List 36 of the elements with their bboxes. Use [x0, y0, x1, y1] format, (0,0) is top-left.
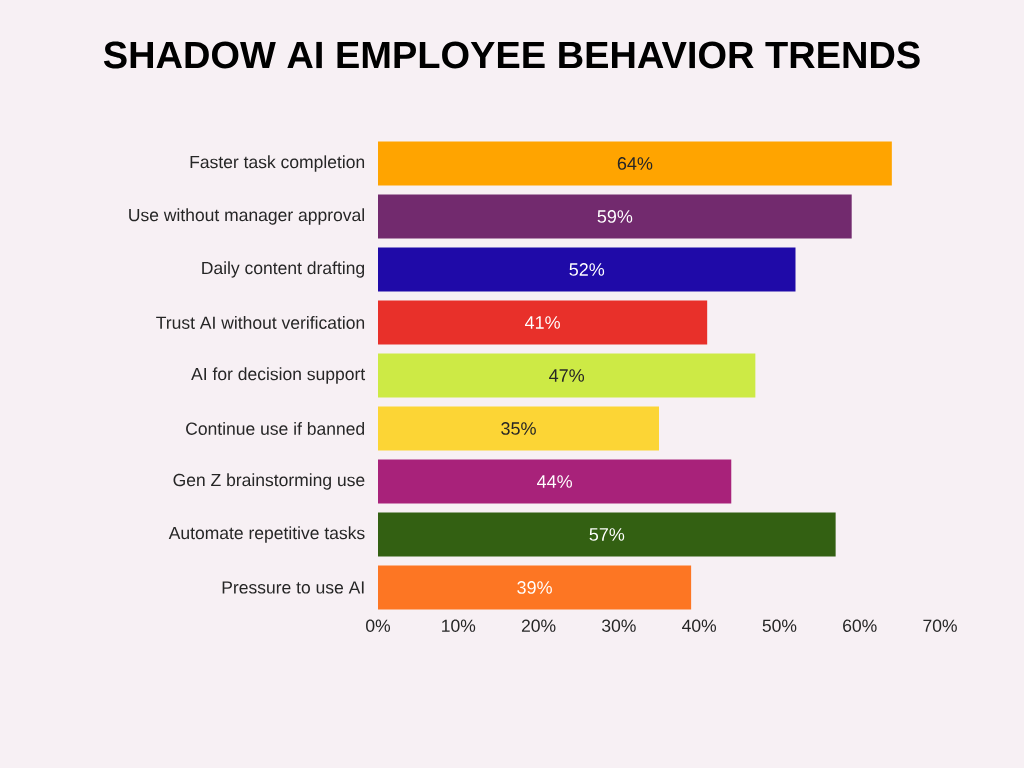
y-tick-label: Trust AI without verification [156, 316, 365, 329]
bar [378, 459, 732, 504]
y-tick-label: Use without manager approval [129, 208, 364, 225]
y-tick-label: Daily content drafting [202, 261, 365, 278]
y-tick-label: Gen Z brainstorming use [173, 473, 365, 490]
chart-title: SHADOW AI EMPLOYEE BEHAVIOR TRENDS [103, 41, 920, 69]
y-tick-label: AI for decision support [191, 367, 366, 384]
y-tick-label: Faster task completion [190, 155, 365, 172]
bar [378, 353, 756, 398]
data-label: 64% [617, 157, 653, 170]
data-label: 57% [589, 528, 625, 541]
data-label: 47% [549, 369, 585, 382]
bar [378, 565, 692, 610]
data-label: 44% [537, 475, 573, 488]
y-tick-label: Automate repetitive tasks [168, 526, 365, 543]
bar [378, 300, 708, 345]
x-tick-label: 10% [442, 619, 476, 632]
x-tick-label: 50% [762, 619, 797, 632]
bar [378, 406, 660, 451]
bar [378, 194, 852, 239]
y-tick-label: Pressure to use AI [222, 581, 364, 594]
y-tick-label: Continue use if banned [186, 422, 365, 435]
x-tick-label: 30% [602, 619, 636, 632]
bar [378, 247, 796, 292]
x-tick-label: 70% [923, 619, 957, 632]
data-label: 35% [501, 422, 536, 435]
data-label: 59% [597, 210, 633, 223]
x-tick-label: 20% [521, 619, 556, 632]
bar [378, 141, 892, 186]
x-tick-label: 40% [682, 619, 717, 632]
bar [378, 512, 836, 557]
data-label: 52% [569, 263, 605, 276]
x-tick-label: 0% [366, 619, 391, 632]
x-tick-label: 60% [843, 619, 877, 632]
data-label: 41% [524, 316, 560, 329]
data-label: 39% [517, 581, 552, 594]
